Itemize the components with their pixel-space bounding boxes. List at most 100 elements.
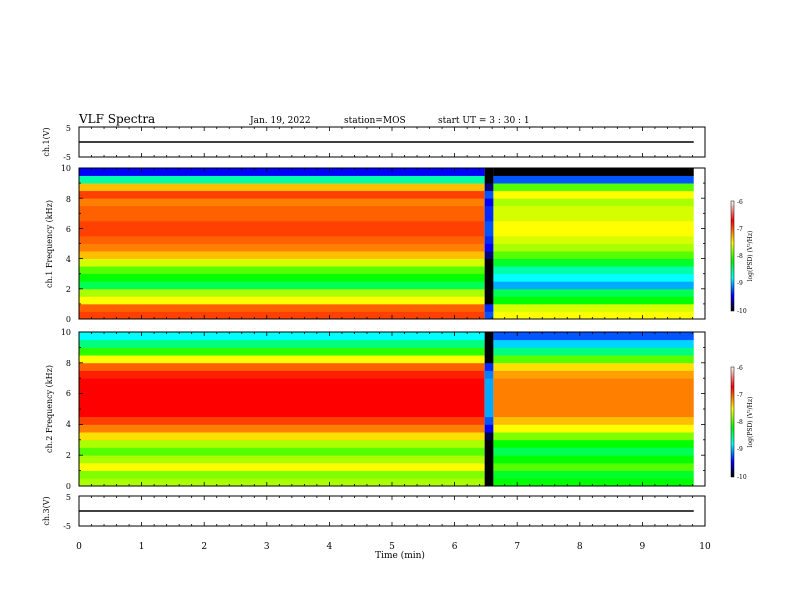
spectrogram-cell bbox=[484, 288, 494, 297]
ch1-waveform-ylabel: ch.1(V) bbox=[42, 127, 51, 156]
spectrogram-cell bbox=[493, 332, 694, 341]
spectrogram-cell bbox=[493, 220, 694, 229]
spectrogram-cell bbox=[484, 273, 494, 282]
spectrogram-cell bbox=[79, 258, 485, 267]
spectrogram-cell bbox=[484, 243, 494, 252]
ch2-colorbar: -6 -7 -8 -9 -10 log(PSD) (V²/Hz) bbox=[730, 365, 754, 481]
spectrogram-cell bbox=[79, 432, 485, 441]
spectrogram-cell bbox=[79, 416, 485, 425]
spectrogram-cell bbox=[79, 462, 485, 471]
spectrogram-cell bbox=[79, 362, 485, 371]
xtick-label-9: 9 bbox=[640, 542, 646, 552]
spectrogram-cell bbox=[493, 478, 694, 486]
spectrogram-cell bbox=[484, 424, 494, 433]
ch3-waveform-panel: 5 -5 ch.3(V) bbox=[42, 493, 706, 531]
spectrogram-cell bbox=[484, 296, 494, 305]
spectrogram-cell bbox=[484, 235, 494, 244]
ch2-colorbar-gradient bbox=[730, 366, 735, 478]
ch2-colorbar-tick-m10: -10 bbox=[737, 474, 747, 481]
spectrogram-cell bbox=[493, 409, 694, 418]
spectrogram-cell bbox=[79, 288, 485, 297]
spectrogram-cell bbox=[484, 439, 494, 448]
spectrogram-cell bbox=[493, 168, 694, 176]
spectrogram-cell bbox=[484, 416, 494, 425]
spectrogram-cell bbox=[484, 198, 494, 207]
ch2-ytick-0: 0 bbox=[66, 482, 71, 491]
ch1-spectrogram-frame bbox=[78, 167, 706, 320]
spectrogram-cell bbox=[493, 251, 694, 259]
xtick-label-4: 4 bbox=[327, 542, 333, 552]
ch1-colorbar: -6 -7 -8 -9 -10 log(PSD) (V²/Hz) bbox=[730, 199, 754, 315]
spectrogram-cell bbox=[493, 311, 694, 319]
ch3-ytick-bottom: -5 bbox=[63, 522, 71, 531]
spectrogram-cell bbox=[493, 339, 694, 348]
spectrogram-cell bbox=[484, 347, 494, 356]
spectrogram-cell bbox=[79, 303, 485, 312]
ch1-waveform-frame bbox=[78, 126, 706, 158]
xtick-label-2: 2 bbox=[201, 542, 207, 552]
spectrogram-cell bbox=[484, 220, 494, 229]
xtick-label-5: 5 bbox=[389, 542, 395, 552]
spectrogram-cell bbox=[493, 281, 694, 290]
ch1-ytick-6: 6 bbox=[66, 225, 71, 234]
spectrogram-cell bbox=[79, 401, 485, 410]
ch1-ytick-2: 2 bbox=[66, 285, 71, 294]
spectrogram-cell bbox=[484, 447, 494, 456]
spectrogram-cell bbox=[484, 370, 494, 379]
spectrogram-cell bbox=[493, 393, 694, 402]
spectrogram-cell bbox=[493, 205, 694, 214]
ch2-ytick-2: 2 bbox=[66, 451, 71, 460]
xtick-label-1: 1 bbox=[139, 542, 145, 552]
ch3-waveform-frame bbox=[78, 495, 706, 527]
spectrogram-cell bbox=[484, 205, 494, 214]
spectrogram-cell bbox=[79, 243, 485, 252]
spectrogram-cell bbox=[493, 303, 694, 312]
spectrogram-cell bbox=[79, 355, 485, 364]
spectrogram-cell bbox=[79, 251, 485, 259]
ch1-spectrogram-cells bbox=[79, 168, 694, 319]
spectrogram-cell bbox=[484, 175, 494, 184]
spectrogram-cell bbox=[493, 424, 694, 433]
spectrogram-cell bbox=[79, 205, 485, 214]
ch1-ytick-10: 10 bbox=[61, 164, 71, 173]
ch1-colorbar-tick-m8: -8 bbox=[737, 253, 743, 260]
spectrogram-cell bbox=[493, 243, 694, 252]
spectrogram-cell bbox=[484, 266, 494, 275]
ch2-spectrogram-ylabel: ch.2 Frequency (kHz) bbox=[45, 365, 54, 453]
spectrogram-cell bbox=[484, 455, 494, 464]
spectrogram-cell bbox=[493, 296, 694, 305]
ch1-waveform-panel: 5 -5 ch.1(V) bbox=[42, 124, 706, 162]
spectrogram-cell bbox=[484, 281, 494, 290]
ch2-spectrogram-frame bbox=[78, 331, 706, 487]
spectrogram-cell bbox=[493, 401, 694, 410]
spectrogram-cell bbox=[79, 235, 485, 244]
ch2-spectrogram-panel: 0 2 4 6 8 10 ch.2 Frequency (kHz) bbox=[45, 328, 706, 491]
xtick-label-7: 7 bbox=[514, 542, 520, 552]
ch1-ytick-8: 8 bbox=[66, 195, 71, 204]
spectrogram-cell bbox=[493, 462, 694, 471]
ch1-ytick-0: 0 bbox=[66, 315, 71, 324]
spectrogram-cell bbox=[484, 385, 494, 394]
spectrogram-cell bbox=[79, 296, 485, 305]
spectrogram-cell bbox=[79, 220, 485, 229]
spectrogram-cell bbox=[493, 370, 694, 379]
spectrogram-cell bbox=[79, 347, 485, 356]
spectrogram-cell bbox=[484, 190, 494, 199]
ch1-colorbar-tick-m10: -10 bbox=[737, 308, 747, 315]
spectrogram-cell bbox=[79, 385, 485, 394]
spectrogram-cell bbox=[493, 378, 694, 387]
ch1-ytick-4: 4 bbox=[66, 255, 71, 264]
spectrogram-cell bbox=[493, 432, 694, 441]
spectrogram-cell bbox=[79, 228, 485, 237]
spectrogram-cell bbox=[493, 175, 694, 184]
ch2-colorbar-tick-m9: -9 bbox=[737, 446, 743, 453]
spectrogram-cell bbox=[79, 378, 485, 387]
xtick-label-10: 10 bbox=[699, 542, 711, 552]
spectrogram-cell bbox=[79, 393, 485, 402]
spectrogram-cell bbox=[484, 362, 494, 371]
ch1-colorbar-tick-m9: -9 bbox=[737, 280, 743, 287]
ch2-colorbar-tick-m6: -6 bbox=[737, 365, 743, 372]
spectrogram-cell bbox=[493, 455, 694, 464]
ch3-ytick-top: 5 bbox=[66, 493, 71, 502]
